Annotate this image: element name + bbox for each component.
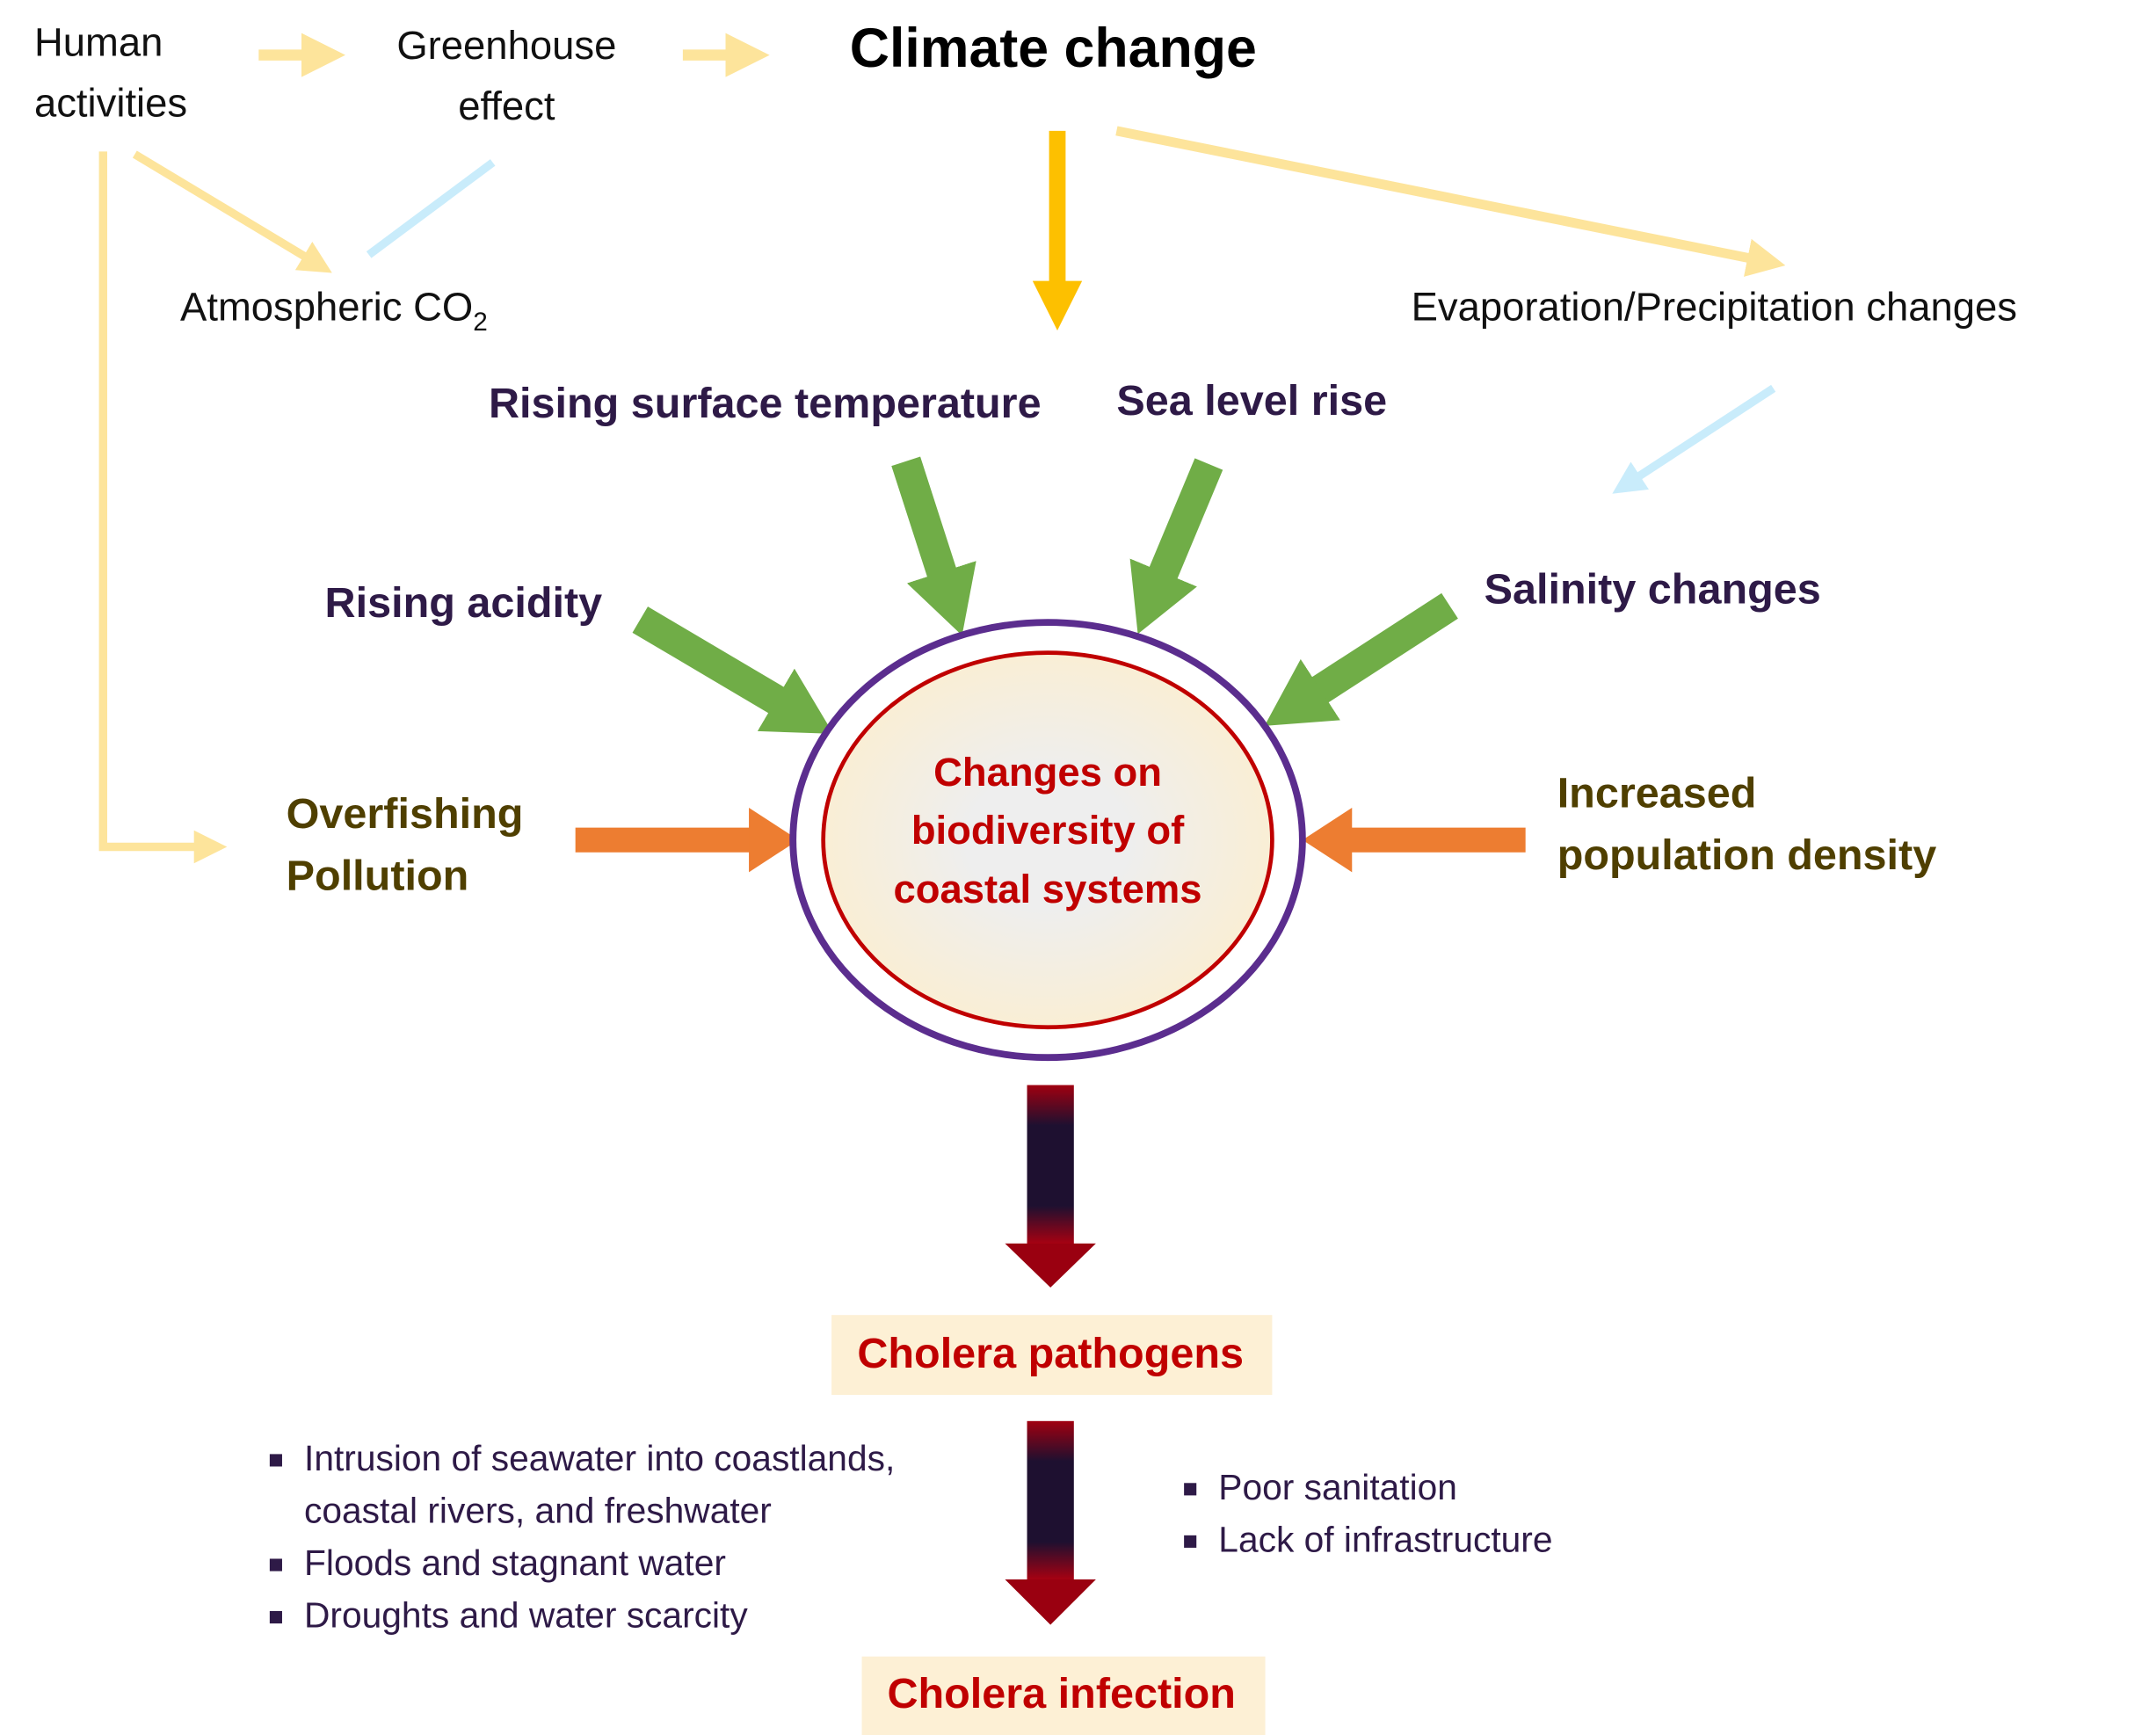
- subscript: 2: [473, 308, 488, 337]
- label: Human: [34, 20, 163, 65]
- center-label: Changes on: [933, 750, 1162, 795]
- bullet-text: Poor sanitation: [1218, 1467, 1457, 1507]
- bullet-lists: Intrusion of seawater into coastlands, co…: [269, 1438, 1553, 1636]
- line: [366, 159, 496, 258]
- label: Rising surface temperature: [489, 380, 1042, 427]
- label-text: Atmospheric CO: [180, 284, 473, 329]
- label: effect: [458, 83, 555, 128]
- center-label: coastal systems: [894, 867, 1202, 911]
- label: Salinity changes: [1485, 565, 1821, 613]
- center-label: biodiversity of: [911, 808, 1185, 853]
- label: Increased: [1557, 769, 1757, 817]
- bullet-text: Lack of infrastructure: [1218, 1519, 1552, 1559]
- label: Cholera pathogens: [857, 1330, 1244, 1377]
- label: Rising acidity: [325, 579, 603, 627]
- arrow-head: [1005, 1243, 1096, 1288]
- arrow: [1129, 458, 1223, 635]
- label: Sea level rise: [1116, 377, 1387, 425]
- infection-box: [861, 1656, 1266, 1735]
- bullet-text: Droughts and water scarcity: [304, 1595, 748, 1636]
- arrow: [132, 150, 332, 273]
- arrow-head: [1005, 1579, 1096, 1625]
- label: Evaporation/Precipitation changes: [1412, 284, 2017, 329]
- arrow: [632, 606, 834, 734]
- arrow-shaft: [1027, 1085, 1074, 1246]
- label: activities: [34, 81, 187, 126]
- arrow: [1612, 384, 1776, 494]
- label: population density: [1557, 831, 1937, 879]
- bullet: [1184, 1535, 1197, 1548]
- bullet: [269, 1454, 282, 1467]
- label: Atmospheric CO2: [180, 284, 488, 337]
- label: Overfishing: [287, 790, 524, 838]
- bullet-text: Floods and stagnant water: [304, 1543, 726, 1583]
- bullet: [269, 1611, 282, 1624]
- bullet: [269, 1558, 282, 1572]
- arrow-shaft: [1027, 1420, 1074, 1583]
- bullet: [1184, 1483, 1197, 1496]
- connectors: [98, 33, 1786, 873]
- center-ellipse: [821, 650, 1274, 1030]
- pathogens-box: [831, 1315, 1273, 1396]
- label: Pollution: [287, 852, 469, 899]
- bullet-text: Intrusion of seawater into coastlands,: [304, 1438, 895, 1478]
- label: Cholera infection: [887, 1670, 1236, 1717]
- arrow: [1115, 126, 1786, 277]
- title: Climate change: [850, 18, 1257, 79]
- arrow: [1264, 592, 1458, 726]
- arrow: [98, 151, 228, 864]
- bullet-text: coastal rivers, and freshwater: [304, 1491, 772, 1531]
- label: Greenhouse: [396, 23, 616, 68]
- arrow: [891, 456, 976, 636]
